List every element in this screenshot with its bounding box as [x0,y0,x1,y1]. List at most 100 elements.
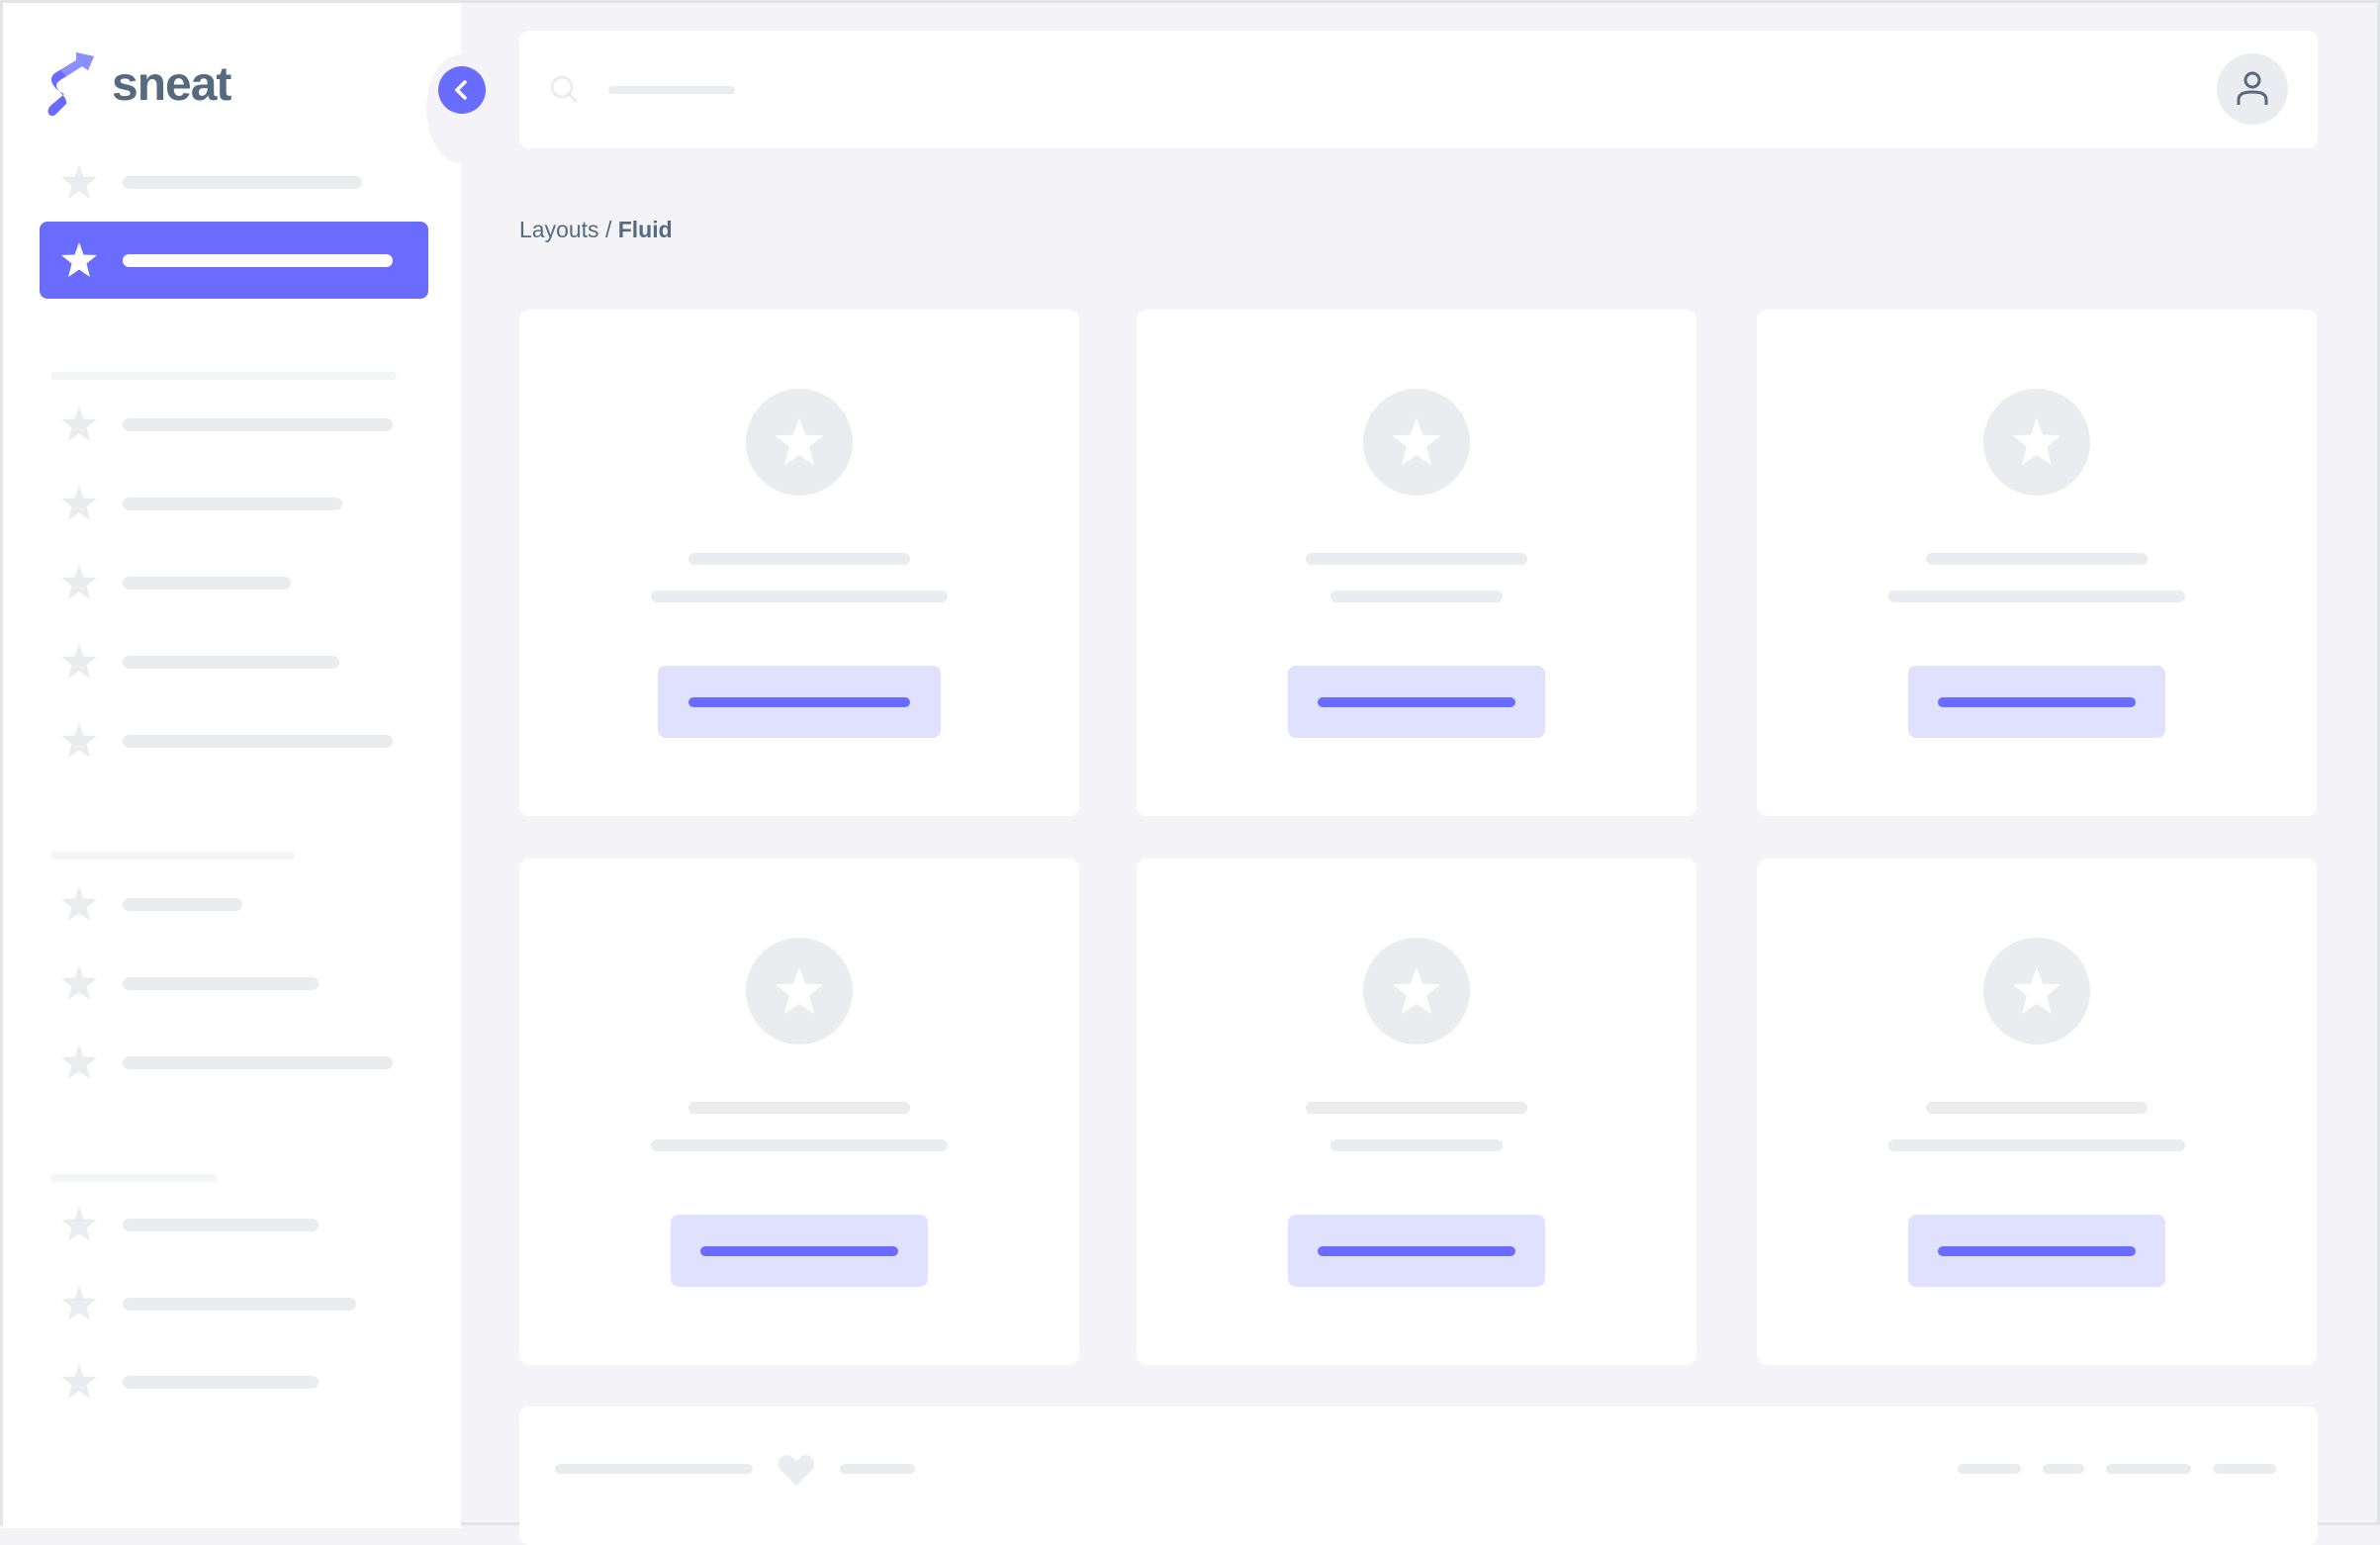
heart-icon [778,1455,815,1486]
sidebar-item-label [123,253,393,267]
card-icon-circle [746,938,853,1045]
card-button-label [1318,696,1515,707]
sidebar-item[interactable] [40,623,428,700]
footer-text [555,1464,753,1474]
star-icon [61,164,97,199]
star-icon [61,486,97,520]
footer-link[interactable] [2213,1464,2276,1474]
sidebar: sneat [3,3,461,1528]
star-icon [61,1045,97,1079]
footer-link[interactable] [1958,1464,2021,1474]
collapse-sidebar-button[interactable] [438,66,486,114]
sidebar-item-label [123,897,242,911]
sidebar-item-label [123,175,362,189]
sidebar-item-label [123,734,393,748]
footer-link[interactable] [2106,1464,2191,1474]
card-icon-circle [1363,389,1470,496]
card-text [1330,1139,1503,1151]
footer-link[interactable] [2043,1464,2084,1474]
card-button-label [1938,696,2136,707]
card-button[interactable] [1288,666,1545,738]
card-icon-circle [1363,938,1470,1045]
card-button[interactable] [1908,666,2165,738]
sidebar-section-header [50,372,397,380]
card-button[interactable] [1908,1215,2165,1287]
card-button-label [688,696,910,707]
search-icon[interactable] [549,74,581,106]
sidebar-item[interactable] [40,143,428,221]
logo[interactable]: sneat [46,48,231,120]
breadcrumb-separator: / [598,217,618,242]
card-text [651,1139,948,1151]
card-text [1330,591,1503,602]
star-icon [61,1364,97,1399]
breadcrumb: Layouts / Fluid [519,217,673,243]
content-card [1137,859,1696,1365]
content-card [1757,859,2317,1365]
star-icon [61,1286,97,1320]
card-button[interactable] [671,1215,928,1287]
content-card [519,310,1079,816]
sidebar-item[interactable] [40,544,428,621]
star-icon [775,417,824,465]
star-icon [61,644,97,679]
card-icon-circle [746,389,853,496]
sidebar-item[interactable] [40,1186,428,1263]
star-icon [61,886,97,921]
chevron-left-icon [454,80,467,100]
sidebar-item-label [123,576,291,590]
sidebar-item[interactable] [40,1024,428,1101]
sidebar-item-label [123,417,393,431]
card-icon-circle [1983,938,2090,1045]
breadcrumb-parent[interactable]: Layouts [519,217,599,242]
card-button[interactable] [1288,1215,1545,1287]
content-card [519,859,1079,1365]
footer-author-link[interactable] [840,1464,915,1474]
card-text [651,591,948,602]
sidebar-item-label [123,1297,356,1311]
sidebar-item-label [123,655,339,669]
card-text [1888,1139,2185,1151]
star-icon [61,407,97,441]
sidebar-item[interactable] [40,945,428,1022]
card-title [1926,1102,2148,1114]
star-icon [61,565,97,599]
sidebar-section-header [50,852,295,860]
sidebar-item[interactable] [40,865,428,943]
search-input[interactable] [608,86,735,94]
sidebar-item[interactable] [40,1343,428,1420]
star-icon [61,242,97,277]
card-button-label [1938,1245,2136,1256]
sidebar-item-label [123,1218,319,1231]
content-card [1757,310,2317,816]
user-avatar-button[interactable] [2217,53,2288,125]
brand-name: sneat [112,57,231,111]
star-icon [61,965,97,1000]
footer [519,1407,2318,1545]
sidebar-item[interactable] [40,465,428,542]
star-icon [2012,966,2061,1014]
card-title [1306,1102,1527,1114]
star-icon [1392,966,1441,1014]
sneat-logo-icon [47,52,94,117]
star-icon [61,723,97,758]
sidebar-item-active[interactable] [40,222,428,299]
star-icon [2012,417,2061,465]
card-text [1888,591,2185,602]
card-button-label [700,1245,898,1256]
sidebar-item[interactable] [40,702,428,779]
card-icon-circle [1983,389,2090,496]
sidebar-item-label [123,497,342,510]
card-button[interactable] [658,666,941,738]
top-navbar [519,31,2318,148]
card-title [688,1102,910,1114]
card-title [688,553,910,565]
sidebar-item[interactable] [40,1265,428,1342]
star-icon [1392,417,1441,465]
sidebar-item-label [123,976,319,990]
card-button-label [1318,1245,1515,1256]
breadcrumb-current: Fluid [617,217,673,242]
sidebar-item-label [123,1375,319,1389]
sidebar-item[interactable] [40,386,428,463]
sidebar-item-label [123,1055,393,1069]
